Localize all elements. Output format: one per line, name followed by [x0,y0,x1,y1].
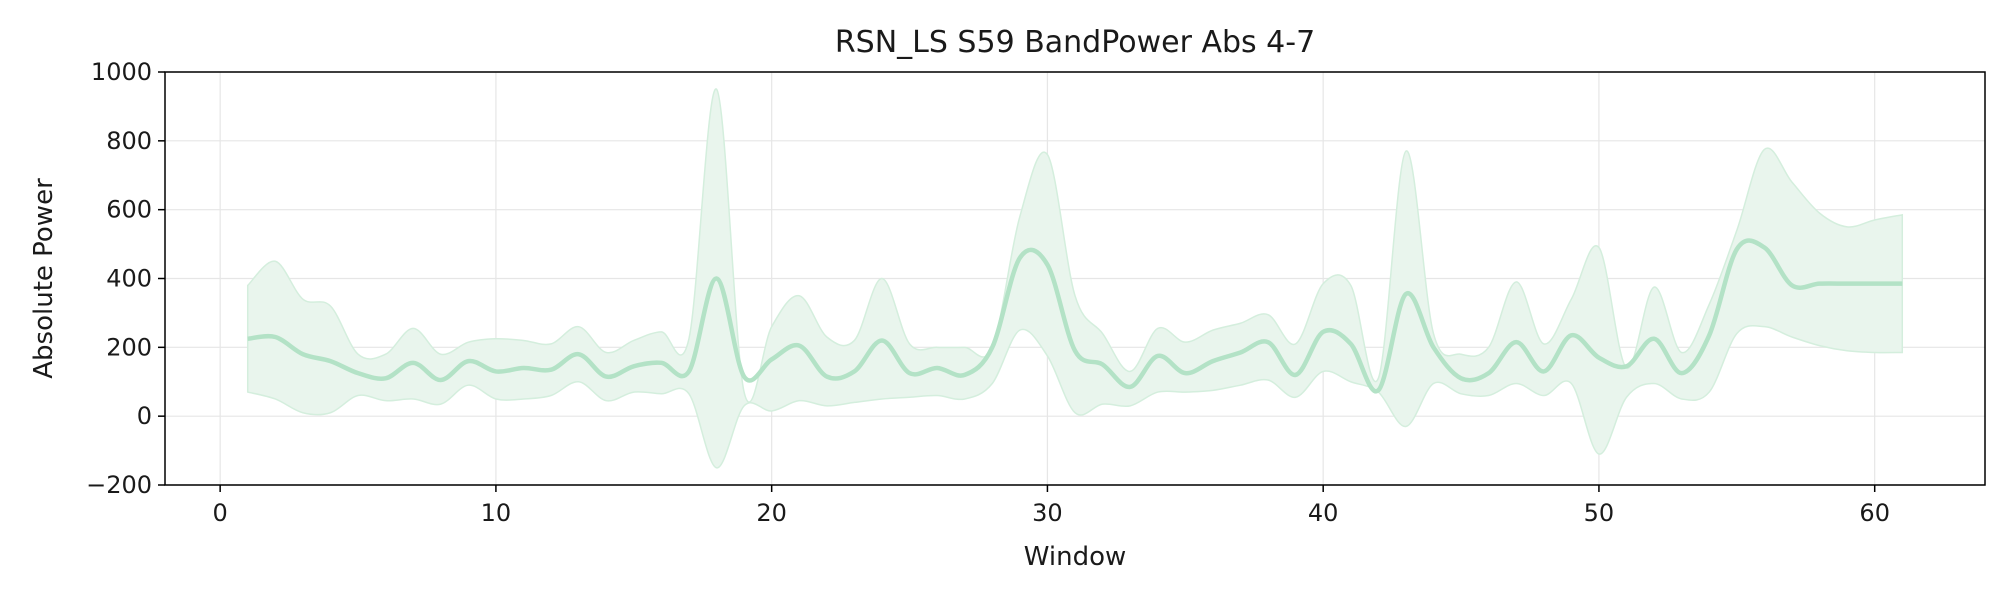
x-tick-label: 10 [481,499,512,527]
x-axis-label: Window [1024,542,1127,572]
x-tick-label: 60 [1859,499,1890,527]
y-tick-label: 200 [106,333,152,361]
mean-line [247,238,1903,394]
grid-lines [165,71,1985,486]
x-tick-label: 50 [1584,499,1615,527]
chart-title: RSN_LS S59 BandPower Abs 4-7 [835,25,1315,60]
y-tick-label: 800 [106,127,152,155]
y-axis-label: Absolute Power [29,178,59,379]
x-tick-label: 20 [756,499,787,527]
x-tick-label: 40 [1308,499,1339,527]
y-tick-label: 0 [137,402,152,430]
y-tick-label: 1000 [91,58,152,86]
y-tick-label: −200 [86,471,152,499]
x-tick-label: 0 [213,499,228,527]
axis-ticks: 0 10 20 30 40 50 60 −200 0 200 400 600 800 1000 [86,58,1890,527]
y-tick-label: 400 [106,265,152,293]
y-tick-label: 600 [106,196,152,224]
x-tick-label: 30 [1032,499,1063,527]
